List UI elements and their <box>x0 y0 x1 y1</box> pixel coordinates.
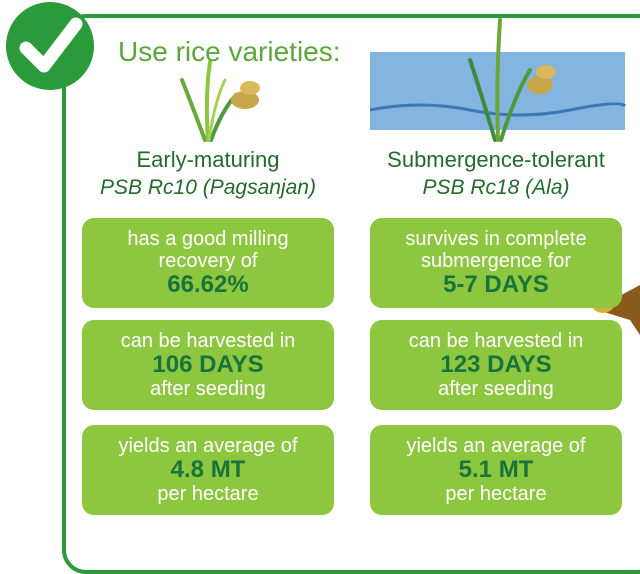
variety-header: Early-maturing PSB Rc10 (Pagsanjan) <box>73 146 343 202</box>
water-wave <box>369 102 627 117</box>
fact-box: has a good milling recovery of 66.62% <box>82 218 334 308</box>
fact-text: per hectare <box>157 483 259 505</box>
fact-box: yields an average of 4.8 MT per hectare <box>82 425 334 515</box>
fact-text: after seeding <box>438 378 554 400</box>
fact-text: can be harvested in <box>408 330 584 352</box>
variety-type: Submergence-tolerant <box>387 147 605 172</box>
fact-text: survives in complete <box>405 228 587 250</box>
fact-box: can be harvested in 123 DAYS after seeding <box>370 320 622 410</box>
rice-plant-2 <box>468 18 556 142</box>
fact-text: yields an average of <box>118 435 298 457</box>
fact-highlight: 123 DAYS <box>440 351 552 378</box>
fact-text: can be harvested in <box>120 330 296 352</box>
fact-text: per hectare <box>445 483 547 505</box>
fact-highlight: 106 DAYS <box>152 351 264 378</box>
fact-highlight: 4.8 MT <box>170 456 246 483</box>
fact-highlight: 5.1 MT <box>458 456 534 483</box>
fact-text: recovery of <box>158 250 258 272</box>
page: {"header":{"title":"Use rice varieties:"… <box>6 2 640 574</box>
variety-header: Submergence-tolerant PSB Rc18 (Ala) <box>361 146 631 202</box>
variety-name: PSB Rc18 (Ala) <box>422 176 570 199</box>
fact-highlight: 5-7 DAYS <box>443 271 549 298</box>
title: Use rice varieties: <box>118 36 341 67</box>
check-badge <box>6 2 94 90</box>
rice-plant-1 <box>180 60 260 142</box>
variety-name: PSB Rc10 (Pagsanjan) <box>100 176 316 199</box>
fact-text: after seeding <box>150 378 266 400</box>
variety-type: Early-maturing <box>136 147 280 172</box>
fact-highlight: 66.62% <box>167 271 249 298</box>
fact-text: submergence for <box>420 250 572 272</box>
fact-box: yields an average of 5.1 MT per hectare <box>370 425 622 515</box>
fact-text: yields an average of <box>406 435 586 457</box>
fact-box: can be harvested in 106 DAYS after seeding <box>82 320 334 410</box>
fact-text: has a good milling <box>127 228 289 250</box>
check-mark <box>19 17 83 73</box>
fact-box: survives in complete submergence for 5-7 D… <box>370 218 622 308</box>
